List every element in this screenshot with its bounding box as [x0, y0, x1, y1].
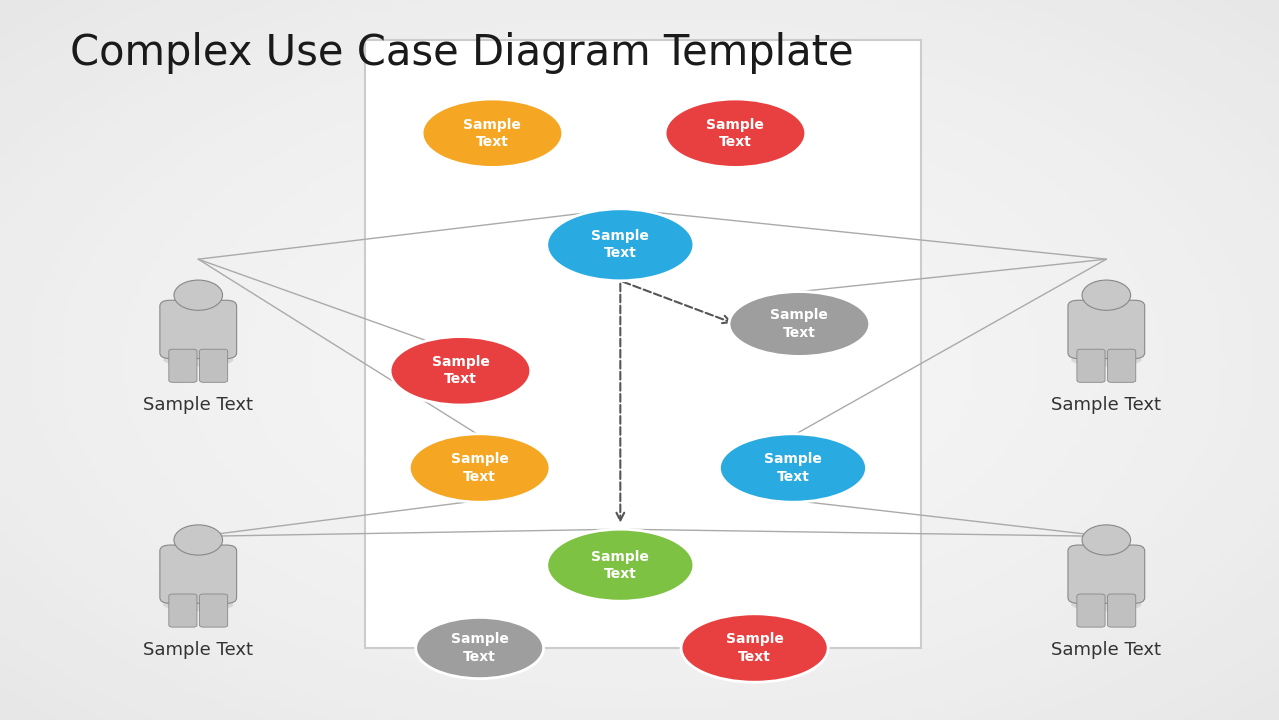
FancyBboxPatch shape: [200, 594, 228, 627]
Text: Sample
Text: Sample Text: [706, 117, 765, 149]
FancyBboxPatch shape: [1068, 300, 1145, 359]
Ellipse shape: [1072, 598, 1141, 611]
Ellipse shape: [680, 613, 829, 683]
Text: Sample
Text: Sample Text: [431, 355, 490, 387]
Ellipse shape: [390, 337, 531, 405]
Ellipse shape: [546, 529, 693, 601]
Text: Sample
Text: Sample Text: [591, 229, 650, 261]
Ellipse shape: [729, 292, 870, 356]
Ellipse shape: [416, 617, 544, 678]
Text: Sample
Text: Sample Text: [450, 452, 509, 484]
Ellipse shape: [409, 433, 550, 503]
FancyBboxPatch shape: [1108, 594, 1136, 627]
FancyBboxPatch shape: [1077, 349, 1105, 382]
Ellipse shape: [174, 280, 223, 310]
FancyBboxPatch shape: [365, 40, 921, 648]
Ellipse shape: [422, 99, 563, 168]
Ellipse shape: [1082, 525, 1131, 555]
Ellipse shape: [1082, 280, 1131, 310]
Text: Sample Text: Sample Text: [143, 396, 253, 414]
Text: Sample
Text: Sample Text: [591, 549, 650, 581]
Ellipse shape: [546, 209, 693, 281]
Text: Complex Use Case Diagram Template: Complex Use Case Diagram Template: [70, 32, 854, 74]
Text: Sample
Text: Sample Text: [463, 117, 522, 149]
Text: Sample
Text: Sample Text: [764, 452, 822, 484]
FancyBboxPatch shape: [160, 300, 237, 359]
FancyBboxPatch shape: [1068, 545, 1145, 603]
Ellipse shape: [164, 598, 234, 611]
Ellipse shape: [665, 99, 806, 168]
Text: Sample
Text: Sample Text: [450, 632, 509, 664]
Ellipse shape: [174, 525, 223, 555]
Text: Sample
Text: Sample Text: [725, 632, 784, 664]
Ellipse shape: [1072, 354, 1141, 366]
Ellipse shape: [164, 354, 234, 366]
Text: Sample Text: Sample Text: [143, 641, 253, 659]
Text: Sample Text: Sample Text: [1051, 396, 1161, 414]
FancyBboxPatch shape: [1108, 349, 1136, 382]
FancyBboxPatch shape: [169, 594, 197, 627]
FancyBboxPatch shape: [160, 545, 237, 603]
FancyBboxPatch shape: [1077, 594, 1105, 627]
Text: Sample
Text: Sample Text: [770, 308, 829, 340]
Text: Sample Text: Sample Text: [1051, 641, 1161, 659]
FancyBboxPatch shape: [169, 349, 197, 382]
FancyBboxPatch shape: [200, 349, 228, 382]
Ellipse shape: [719, 433, 867, 503]
